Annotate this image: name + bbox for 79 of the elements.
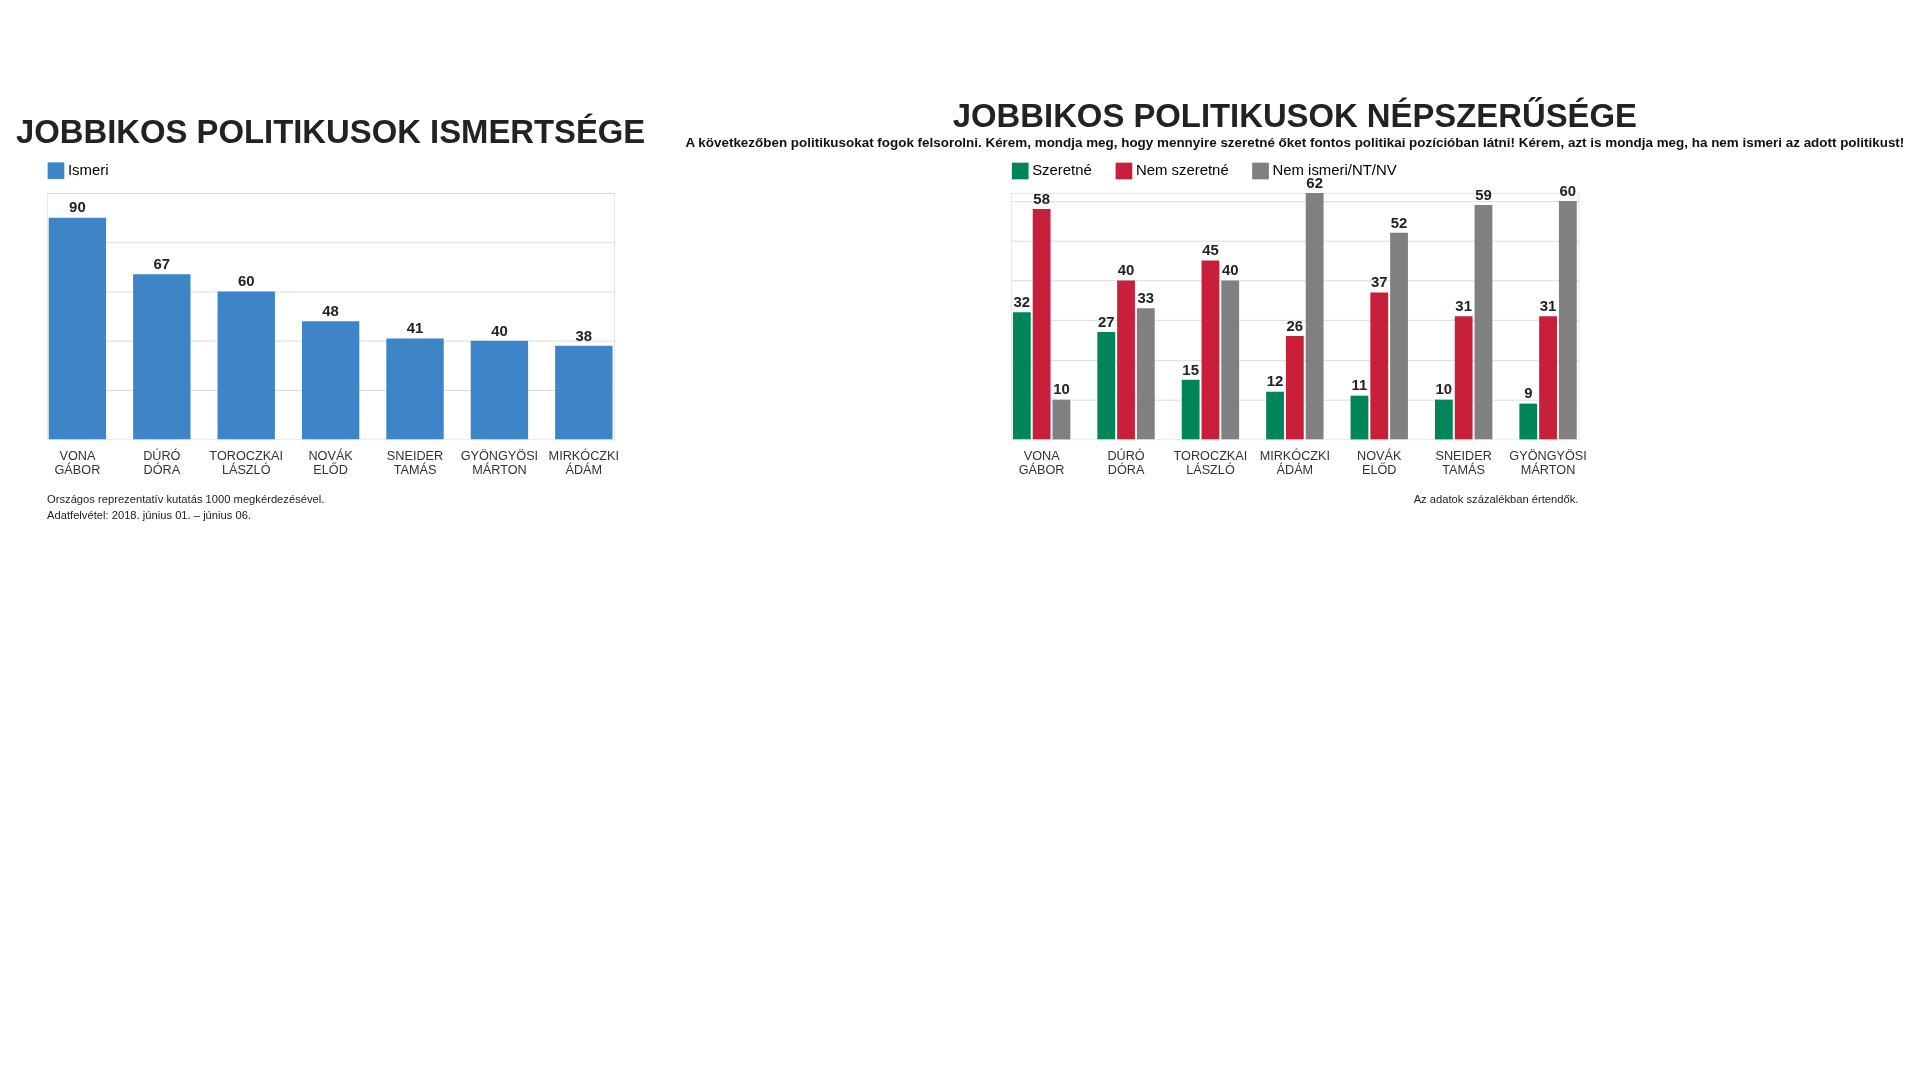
data-label: 40: [1117, 261, 1135, 279]
bar: [1454, 316, 1473, 440]
bar: [1390, 232, 1408, 440]
legend-label: Nem szeretné: [1135, 161, 1229, 179]
data-label: 41: [406, 319, 424, 337]
bar: [1032, 208, 1051, 440]
data-label: 32: [1013, 293, 1031, 311]
x-tick-label: DÚRÓ DÓRA: [143, 447, 181, 478]
bar: [1136, 308, 1155, 440]
x-tick-label: TOROCZKAI LÁSZLÓ: [209, 448, 284, 478]
bar: [1519, 403, 1538, 440]
text: Országos reprezentatív kutatás 1000 megkérdezésével.: [47, 492, 325, 505]
bar: [386, 338, 444, 440]
data-label: 11: [1351, 376, 1368, 394]
bar: [555, 345, 613, 440]
data-label: 37: [1370, 273, 1388, 291]
data-label: 60: [1559, 181, 1577, 199]
bar: [1052, 399, 1071, 440]
chart-title: JOBBIKOS POLITIKUSOK NÉPSZERŰSÉGE: [952, 97, 1637, 135]
data-label: 38: [575, 326, 593, 344]
bar: [217, 291, 275, 440]
bar: [1221, 280, 1240, 440]
data-label: 12: [1266, 372, 1284, 390]
text: Az adatok százalékban értendők.: [1413, 492, 1579, 505]
bar: [133, 274, 191, 440]
x-tick-label: NOVÁK ELŐD: [308, 447, 354, 478]
x-tick-label: GYÖNGYÖSI MÁRTON: [1509, 448, 1587, 478]
x-tick-label: NOVÁK ELŐD: [1357, 447, 1402, 478]
x-tick-label: SNEIDER TAMÁS: [386, 448, 444, 478]
data-label: 33: [1137, 289, 1155, 307]
x-tick-label: TOROCZKAI LÁSZLÓ: [1173, 448, 1248, 478]
bar: [1434, 399, 1453, 440]
x-tick-label: VONA GÁBOR: [54, 448, 101, 478]
bar: [1474, 205, 1493, 440]
data-label: 31: [1539, 297, 1557, 315]
bar: [1539, 316, 1557, 440]
data-label: 67: [153, 255, 171, 273]
data-label: 31: [1455, 297, 1472, 315]
x-tick-label: SNEIDER TAMÁS: [1435, 448, 1492, 478]
legend-label: Szeretné: [1032, 161, 1092, 179]
data-label: 10: [1435, 380, 1453, 398]
text: Adatfelvétel: 2018. június 01. – június 06.: [47, 509, 252, 522]
legend-label: Ismeri: [67, 161, 109, 179]
data-label: 60: [237, 272, 255, 290]
x-tick-label: GYÖNGYÖSI MÁRTON: [460, 448, 539, 478]
data-label: 58: [1033, 189, 1050, 207]
data-label: 9: [1524, 384, 1533, 402]
data-label: 48: [322, 301, 339, 319]
chart-subtitle: A következőben politikusokat fogok felsorolni. Kérem, mondja meg, hogy mennyire szeretné őket fontos politikai pozícióban látni! Kérem, azt is mondja meg, ha nem ismeri az adott politikust!: [685, 134, 1905, 150]
bar: [1285, 336, 1304, 440]
bar: [1558, 201, 1577, 440]
bar: [1181, 379, 1200, 440]
x-tick-label: DÚRÓ DÓRA: [1107, 447, 1145, 478]
bar: [1012, 312, 1031, 440]
data-label: 26: [1286, 316, 1304, 334]
data-label: 90: [69, 198, 86, 216]
x-tick-label: MIRKÓCZKI ÁDÁM: [1259, 447, 1331, 478]
x-tick-label: VONA GÁBOR: [1018, 448, 1065, 478]
bar: [470, 340, 529, 440]
bar: [1117, 280, 1135, 440]
bar: [301, 321, 360, 440]
data-label: 15: [1182, 360, 1199, 378]
data-label: 27: [1097, 312, 1115, 330]
data-label: 52: [1390, 213, 1408, 231]
bar: [1097, 332, 1116, 440]
chart-title: JOBBIKOS POLITIKUSOK ISMERTSÉGE: [15, 113, 646, 151]
bar: [48, 217, 107, 440]
legend-label: Nem ismeri/NT/NV: [1272, 161, 1397, 179]
data-label: 45: [1202, 241, 1219, 259]
bar: [1370, 292, 1389, 440]
data-label: 40: [1221, 261, 1239, 279]
bar: [1201, 260, 1220, 440]
data-label: 59: [1475, 185, 1492, 203]
bar: [1266, 391, 1284, 440]
bar: [1350, 395, 1369, 440]
x-tick-label: MIRKÓCZKI ÁDÁM: [548, 447, 620, 478]
data-label: 10: [1053, 380, 1070, 398]
bar: [1305, 193, 1324, 440]
data-label: 40: [491, 321, 508, 339]
